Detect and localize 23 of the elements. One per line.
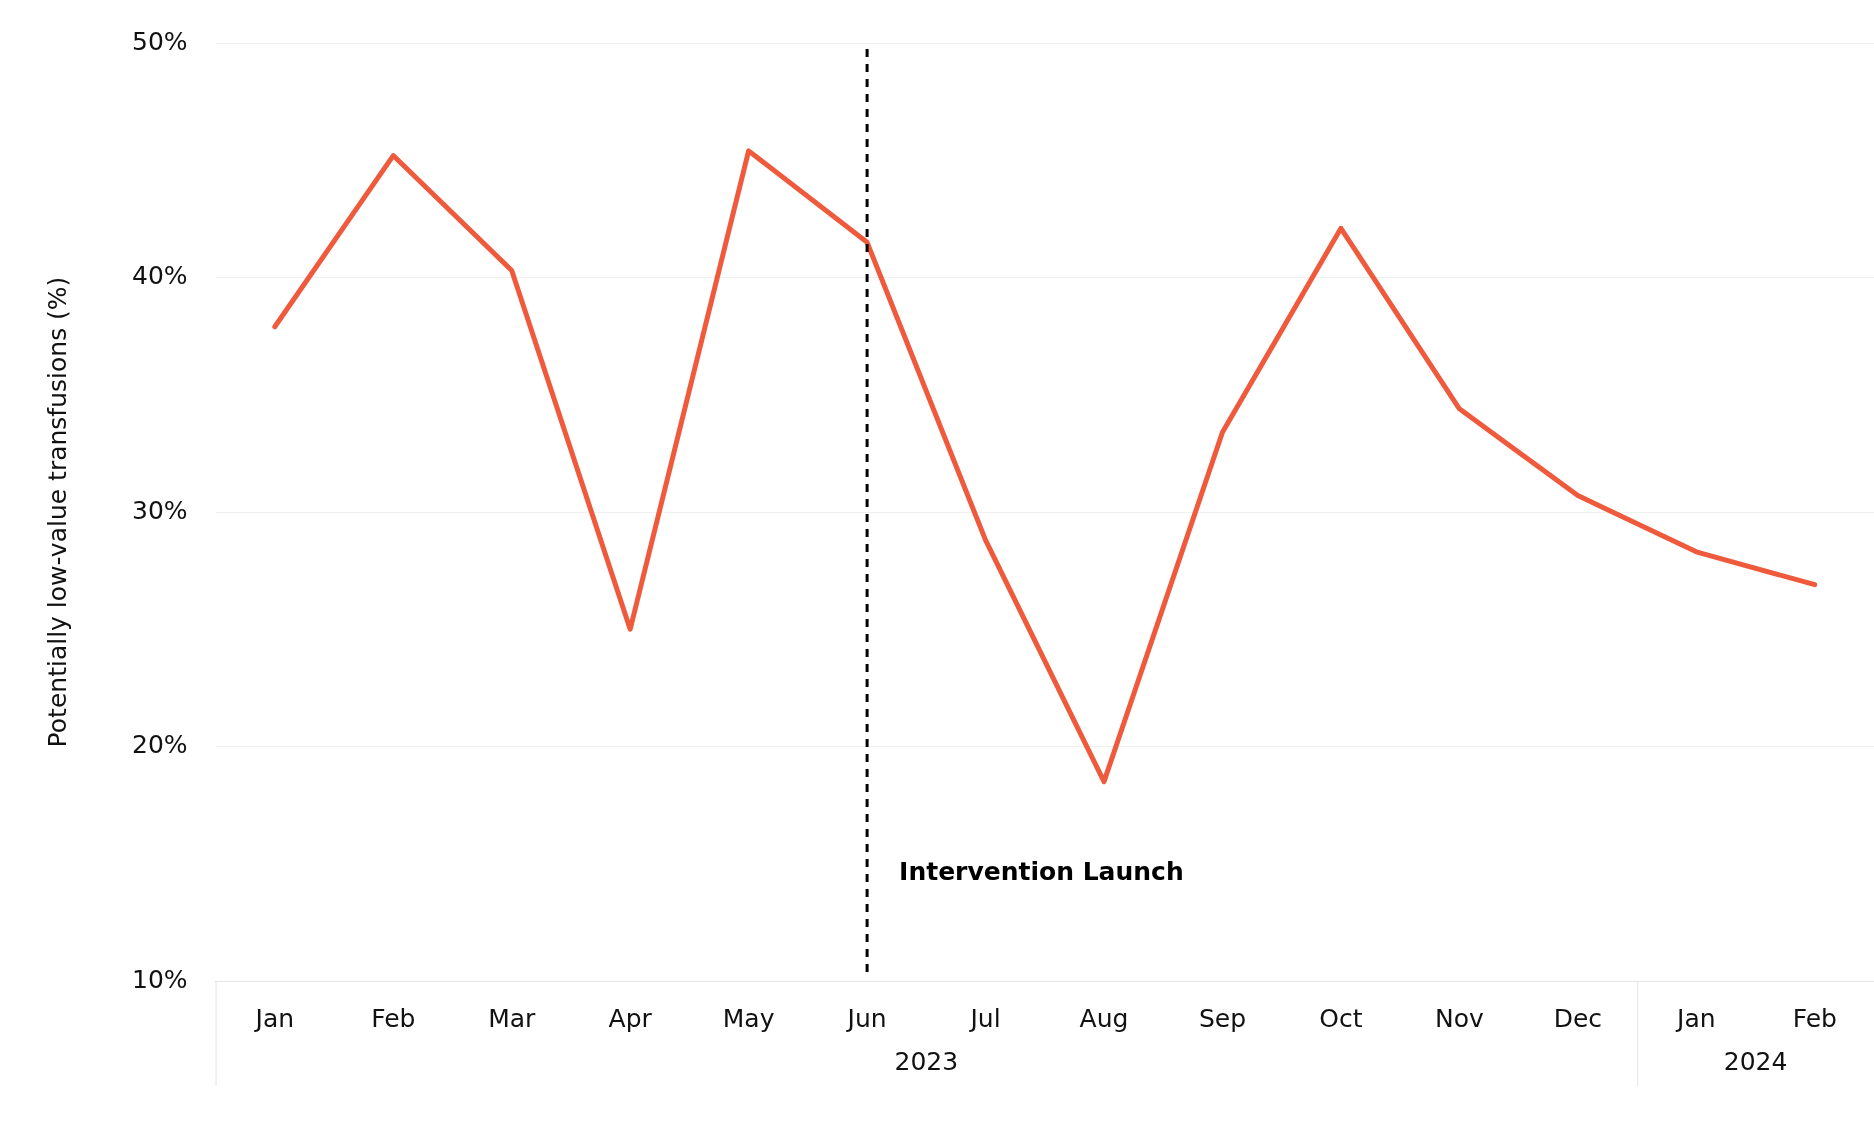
ref-line-label: Intervention Launch [899, 856, 1184, 886]
x-tick-label: May [722, 1003, 775, 1033]
x-tick-label: Dec [1553, 1003, 1603, 1033]
y-axis-title: Potentially low-value transfusions (%) [42, 276, 72, 748]
x-tick-label: Feb [371, 1003, 416, 1033]
x-tick-label: Nov [1434, 1003, 1484, 1033]
y-tick-label: 20% [131, 730, 188, 759]
x-tick-label: Aug [1079, 1003, 1129, 1033]
y-tick-label: 30% [131, 495, 188, 525]
x-tick-label: Jul [968, 1003, 1001, 1033]
x-tick-label: Mar [488, 1003, 537, 1033]
text: 2023 [894, 1046, 959, 1076]
x-tick-label: Jun [845, 1003, 887, 1033]
x-tick-label: Feb [1792, 1003, 1837, 1033]
x-tick-label: Jan [253, 1003, 295, 1033]
x-tick-label: Jan [1675, 1003, 1716, 1033]
x-tick-label: Sep [1198, 1003, 1247, 1033]
y-tick-label: 10% [131, 964, 188, 994]
y-tick-label: 50% [131, 26, 188, 56]
text: 2024 [1723, 1046, 1788, 1076]
y-tick-label: 40% [131, 261, 188, 290]
x-tick-label: Oct [1319, 1003, 1363, 1033]
x-tick-label: Apr [608, 1003, 653, 1033]
